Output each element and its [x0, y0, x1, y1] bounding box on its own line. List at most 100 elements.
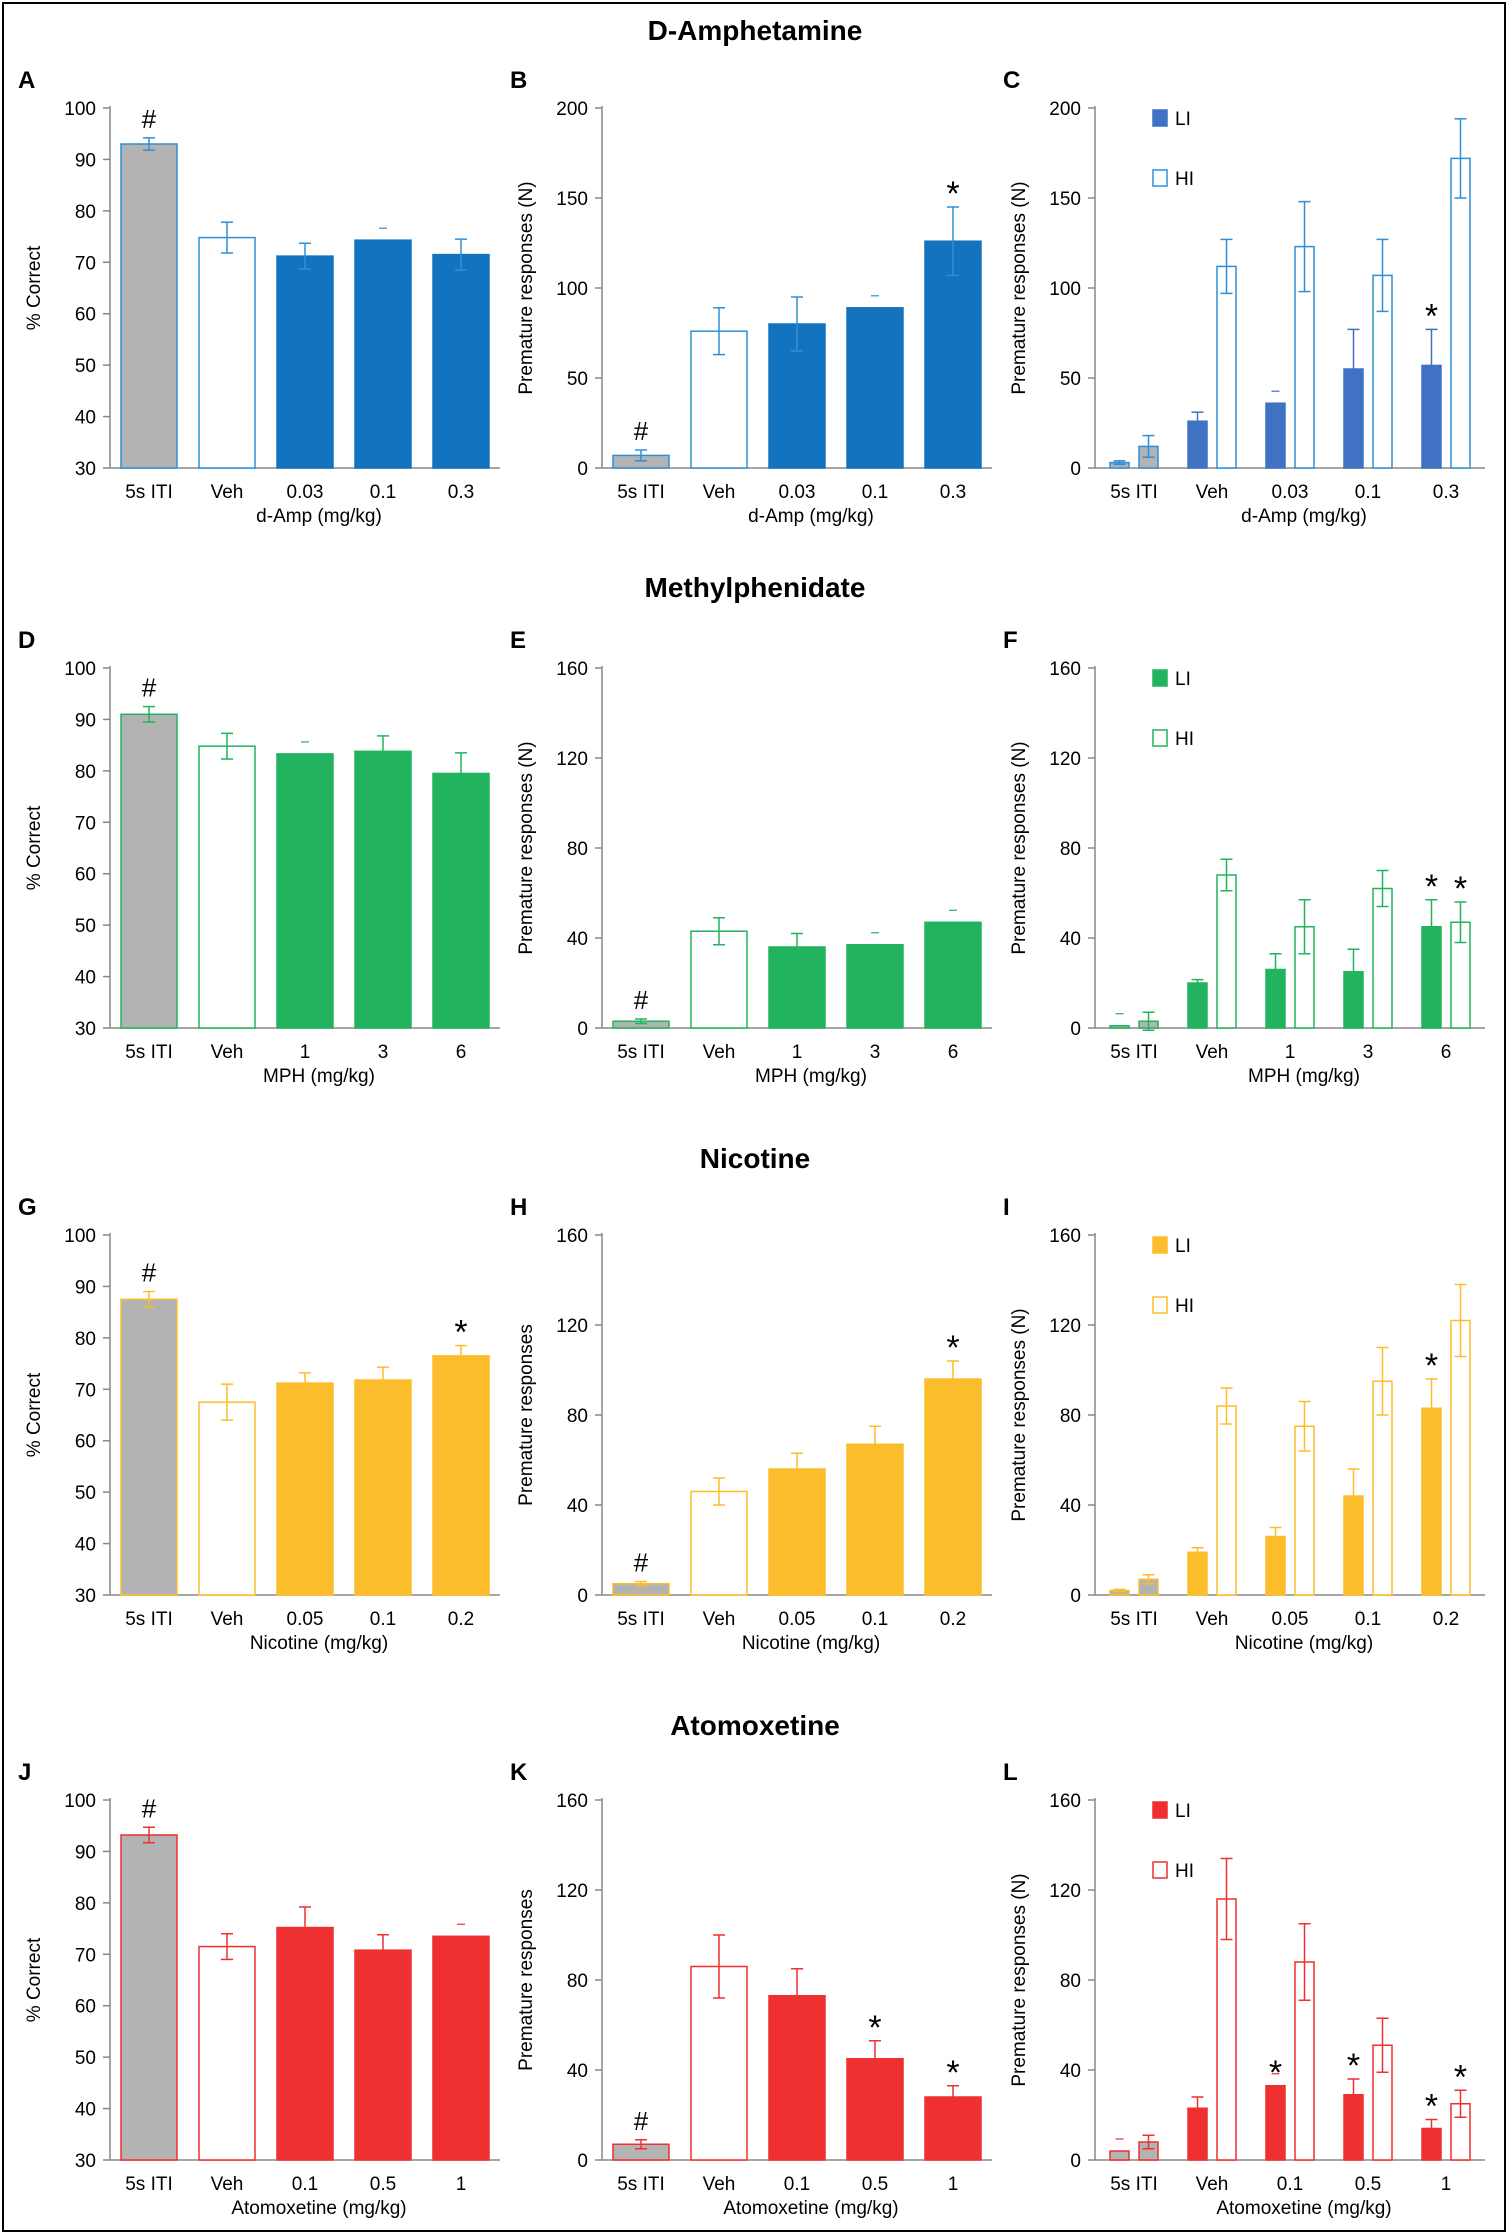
bar-3	[354, 1949, 412, 2161]
bar-3	[354, 239, 412, 469]
y-axis-label: Premature responses	[516, 1324, 537, 1506]
legend-label-hi: HI	[1175, 729, 1194, 750]
x-tick-label: 0.03	[779, 482, 816, 503]
y-tick-label: 50	[1060, 369, 1081, 390]
legend-label-li: LI	[1175, 669, 1191, 690]
y-axis-label: Premature responses (N)	[1009, 1873, 1030, 2086]
bar-3	[846, 1443, 904, 1596]
y-tick-label: 80	[567, 839, 588, 860]
x-axis-label: d-Amp (mg/kg)	[256, 506, 382, 527]
panel-I: I 0 40 80 120 160 Premature responses (N) 5s IT…	[1003, 1194, 1485, 1654]
x-axis-label: Nicotine (mg/kg)	[742, 1633, 880, 1654]
x-tick-label: 1	[948, 2174, 959, 2195]
y-axis-label: Premature responses (N)	[1009, 1308, 1030, 1521]
y-tick-label: 60	[75, 865, 96, 886]
bar-0	[120, 143, 178, 469]
x-tick-label: 0.3	[1433, 482, 1459, 503]
y-tick-label: 160	[556, 1791, 588, 1812]
panel-label: J	[18, 1759, 31, 1786]
panel-A: A 30 40 50 60 70 80 90 100 % Correct 5s ITI Veh 0.03…	[18, 67, 500, 527]
x-tick-label: 5s ITI	[125, 2174, 173, 2195]
x-tick-label: 0.3	[940, 482, 966, 503]
significance-star: *	[1425, 297, 1438, 335]
y-tick-label: 120	[556, 1881, 588, 1902]
y-tick-label: 160	[556, 1226, 588, 1247]
bar-li-2	[1265, 2085, 1286, 2161]
y-tick-label: 80	[567, 1971, 588, 1992]
legend-swatch-li	[1152, 669, 1168, 687]
significance-hash: #	[142, 1793, 157, 1823]
y-tick-label: 120	[556, 749, 588, 770]
x-tick-label: 5s ITI	[617, 1042, 665, 1063]
significance-star: *	[1347, 2047, 1360, 2085]
panel-F: F 0 40 80 120 160 Premature responses (N) 5s IT…	[1003, 627, 1485, 1087]
x-tick-label: 0.1	[370, 482, 396, 503]
bar-1	[690, 930, 748, 1029]
x-axis-label: d-Amp (mg/kg)	[1241, 506, 1367, 527]
bar-1	[690, 1490, 748, 1596]
significance-hash: #	[634, 2106, 649, 2136]
y-tick-label: 40	[1060, 929, 1081, 950]
significance-hash: #	[142, 104, 157, 134]
y-axis-label: % Correct	[24, 805, 45, 890]
y-tick-label: 200	[556, 99, 588, 120]
y-tick-label: 60	[75, 1432, 96, 1453]
y-axis-label: % Correct	[24, 245, 45, 330]
legend-swatch-hi	[1152, 1861, 1168, 1879]
x-axis-label: MPH (mg/kg)	[1248, 1066, 1360, 1087]
panel-label: G	[18, 1194, 37, 1221]
y-tick-label: 0	[1070, 2151, 1081, 2172]
x-tick-label: 0.1	[784, 2174, 810, 2195]
y-tick-label: 80	[75, 762, 96, 783]
bar-hi-1	[1216, 874, 1237, 1029]
y-tick-label: 80	[1060, 839, 1081, 860]
y-tick-label: 40	[1060, 2061, 1081, 2082]
bar-hi-4	[1450, 157, 1471, 469]
y-axis-label: Premature responses	[516, 1889, 537, 2071]
bar-3	[846, 944, 904, 1029]
x-axis-label: MPH (mg/kg)	[755, 1066, 867, 1087]
x-tick-label: Veh	[703, 482, 736, 503]
y-tick-label: 80	[75, 1894, 96, 1915]
bar-2	[276, 1382, 334, 1596]
x-tick-label: 0.1	[370, 1609, 396, 1630]
x-tick-label: Veh	[211, 1042, 244, 1063]
y-tick-label: 100	[64, 659, 96, 680]
bar-4	[924, 1378, 982, 1596]
panel-label: F	[1003, 627, 1018, 654]
x-tick-label: 0.1	[862, 482, 888, 503]
x-tick-label: 6	[456, 1042, 467, 1063]
x-tick-label: 1	[1441, 2174, 1452, 2195]
bar-4	[924, 240, 982, 469]
legend-label-li: LI	[1175, 109, 1191, 130]
panel-label: K	[510, 1759, 528, 1786]
y-tick-label: 120	[1049, 1316, 1081, 1337]
x-axis-label: Atomoxetine (mg/kg)	[723, 2198, 898, 2219]
y-tick-label: 0	[1070, 1586, 1081, 1607]
bar-2	[768, 1468, 826, 1596]
bar-li-0	[1109, 2150, 1130, 2161]
section-titles: D-Amphetamine Methylphenidate Nicotine A…	[645, 15, 866, 1741]
bar-4	[432, 253, 490, 469]
x-tick-label: 0.3	[448, 482, 474, 503]
panel-label: C	[1003, 67, 1020, 94]
y-axis-label: Premature responses (N)	[1009, 181, 1030, 394]
y-tick-label: 50	[75, 916, 96, 937]
x-tick-label: 5s ITI	[125, 482, 173, 503]
y-tick-label: 80	[75, 1329, 96, 1350]
significance-star: *	[946, 2054, 959, 2092]
significance-star: *	[946, 175, 959, 213]
x-tick-label: 5s ITI	[617, 2174, 665, 2195]
y-tick-label: 50	[75, 1483, 96, 1504]
significance-hash: #	[634, 985, 649, 1015]
x-tick-label: 5s ITI	[1110, 2174, 1158, 2195]
bar-hi-3	[1372, 887, 1393, 1029]
y-tick-label: 160	[1049, 1226, 1081, 1247]
panel-label: L	[1003, 1759, 1018, 1786]
x-axis-label: Atomoxetine (mg/kg)	[1216, 2198, 1391, 2219]
y-tick-label: 30	[75, 1586, 96, 1607]
x-tick-label: 1	[456, 2174, 467, 2195]
legend-swatch-hi	[1152, 169, 1168, 187]
section-title-atomoxetine: Atomoxetine	[670, 1710, 840, 1741]
